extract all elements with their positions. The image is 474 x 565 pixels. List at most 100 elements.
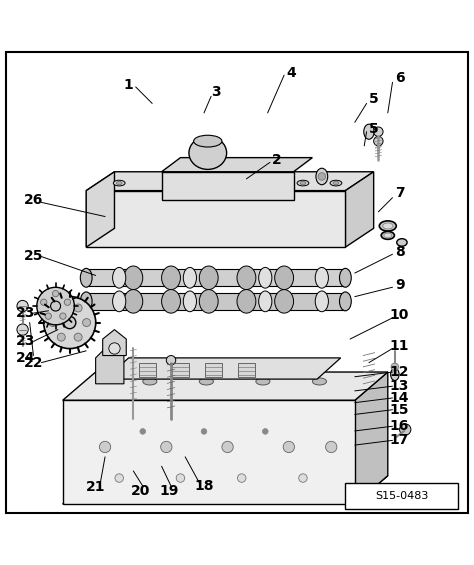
- Ellipse shape: [330, 180, 342, 186]
- Text: 6: 6: [395, 71, 404, 85]
- Circle shape: [51, 301, 61, 311]
- Circle shape: [41, 299, 47, 306]
- Circle shape: [74, 333, 82, 341]
- Circle shape: [44, 297, 96, 349]
- Circle shape: [115, 474, 123, 483]
- Polygon shape: [63, 372, 388, 401]
- Polygon shape: [162, 158, 312, 172]
- Text: 23: 23: [16, 306, 36, 320]
- Ellipse shape: [199, 266, 218, 290]
- Ellipse shape: [381, 232, 394, 240]
- Polygon shape: [103, 329, 126, 355]
- Ellipse shape: [315, 267, 328, 288]
- Circle shape: [161, 441, 172, 453]
- Ellipse shape: [113, 291, 126, 312]
- Text: 5: 5: [369, 123, 379, 136]
- Ellipse shape: [397, 238, 407, 246]
- Ellipse shape: [316, 168, 328, 185]
- Text: 1: 1: [124, 77, 134, 92]
- Polygon shape: [63, 401, 355, 504]
- Ellipse shape: [300, 181, 306, 185]
- Ellipse shape: [312, 378, 327, 385]
- Ellipse shape: [236, 180, 247, 186]
- Polygon shape: [96, 344, 124, 384]
- Text: 18: 18: [194, 479, 214, 493]
- Ellipse shape: [80, 268, 92, 287]
- Ellipse shape: [124, 290, 143, 313]
- Circle shape: [283, 441, 294, 453]
- Ellipse shape: [113, 267, 126, 288]
- Circle shape: [374, 136, 383, 146]
- Circle shape: [237, 474, 246, 483]
- Ellipse shape: [275, 290, 293, 313]
- Circle shape: [222, 441, 233, 453]
- Text: 12: 12: [390, 365, 410, 379]
- Ellipse shape: [259, 291, 272, 312]
- Bar: [346, 483, 458, 508]
- Circle shape: [53, 290, 59, 297]
- Circle shape: [318, 173, 326, 180]
- Bar: [205, 363, 222, 377]
- Text: 2: 2: [272, 153, 282, 167]
- Circle shape: [201, 429, 207, 434]
- Text: 24: 24: [16, 351, 36, 365]
- Circle shape: [166, 355, 176, 365]
- Circle shape: [57, 333, 65, 341]
- Polygon shape: [162, 172, 293, 200]
- Circle shape: [49, 319, 57, 327]
- Text: 17: 17: [390, 433, 409, 447]
- Circle shape: [326, 441, 337, 453]
- Ellipse shape: [113, 180, 125, 186]
- Text: 4: 4: [286, 66, 296, 80]
- Text: 5: 5: [369, 92, 379, 106]
- Text: 14: 14: [390, 391, 410, 405]
- Circle shape: [45, 313, 52, 319]
- Ellipse shape: [80, 292, 92, 311]
- Ellipse shape: [199, 378, 213, 385]
- Text: 21: 21: [86, 480, 105, 494]
- Ellipse shape: [143, 378, 157, 385]
- Ellipse shape: [339, 268, 351, 287]
- Circle shape: [263, 429, 268, 434]
- Ellipse shape: [199, 290, 218, 313]
- Ellipse shape: [275, 266, 293, 290]
- Circle shape: [400, 424, 411, 435]
- Text: 7: 7: [395, 186, 404, 200]
- Ellipse shape: [333, 181, 339, 185]
- Ellipse shape: [183, 291, 197, 312]
- Bar: [86, 270, 346, 286]
- Ellipse shape: [183, 267, 197, 288]
- Circle shape: [64, 299, 71, 306]
- Ellipse shape: [237, 266, 256, 290]
- Ellipse shape: [315, 291, 328, 312]
- Text: 13: 13: [390, 379, 409, 393]
- Circle shape: [109, 343, 120, 354]
- Ellipse shape: [297, 180, 309, 186]
- Ellipse shape: [384, 233, 392, 238]
- Text: 3: 3: [211, 85, 220, 99]
- Circle shape: [17, 324, 28, 335]
- Text: 16: 16: [390, 419, 409, 433]
- Text: 25: 25: [24, 249, 43, 263]
- Polygon shape: [346, 172, 374, 247]
- Ellipse shape: [256, 378, 270, 385]
- Ellipse shape: [189, 136, 227, 170]
- Polygon shape: [86, 190, 346, 247]
- Text: 8: 8: [395, 245, 404, 259]
- Text: 15: 15: [390, 403, 410, 417]
- Circle shape: [391, 363, 399, 371]
- Bar: [139, 363, 156, 377]
- Polygon shape: [86, 172, 115, 247]
- Circle shape: [60, 313, 66, 319]
- Circle shape: [64, 316, 76, 329]
- Circle shape: [100, 441, 111, 453]
- Circle shape: [299, 474, 307, 483]
- Circle shape: [37, 287, 74, 325]
- Ellipse shape: [124, 266, 143, 290]
- Text: 9: 9: [395, 278, 404, 292]
- Text: 19: 19: [159, 484, 178, 498]
- Ellipse shape: [194, 135, 222, 147]
- Circle shape: [82, 319, 91, 327]
- Circle shape: [57, 304, 65, 312]
- Ellipse shape: [391, 368, 399, 380]
